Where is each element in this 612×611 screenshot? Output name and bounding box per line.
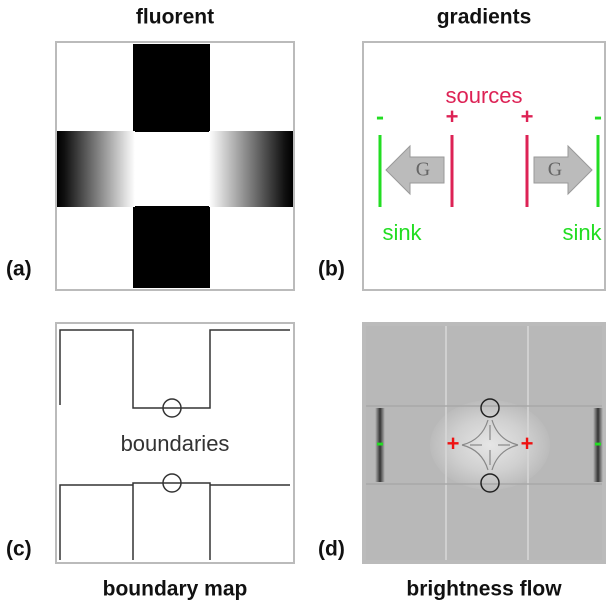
panel-label: (c) [6, 538, 32, 561]
arrow-label: G [416, 159, 430, 181]
plus-sign: + [446, 104, 459, 129]
minus-sign: - [594, 429, 602, 456]
plus-sign: + [521, 104, 534, 129]
panel-b: G G sources + + - - sink sink [362, 41, 606, 291]
panel-a [55, 41, 295, 291]
minus-sign: - [594, 103, 602, 130]
sink-label: sink [562, 220, 602, 245]
panel-title: gradients [437, 6, 532, 29]
plus-sign: + [447, 431, 460, 456]
panel-c: boundaries [55, 322, 295, 564]
panel-title: fluorent [136, 6, 214, 29]
panel-label: (a) [6, 258, 32, 281]
panel-title: boundary map [103, 578, 248, 601]
boundaries-label: boundaries [121, 431, 230, 456]
minus-sign: - [376, 103, 384, 130]
sink-label: sink [382, 220, 422, 245]
arrow-label: G [548, 159, 562, 181]
sources-label: sources [445, 83, 522, 108]
panel-d: + + - - [362, 322, 606, 564]
panel-title: brightness flow [406, 578, 562, 601]
plus-sign: + [521, 431, 534, 456]
minus-sign: - [376, 429, 384, 456]
panel-label: (b) [318, 258, 345, 281]
panel-label: (d) [318, 538, 345, 561]
